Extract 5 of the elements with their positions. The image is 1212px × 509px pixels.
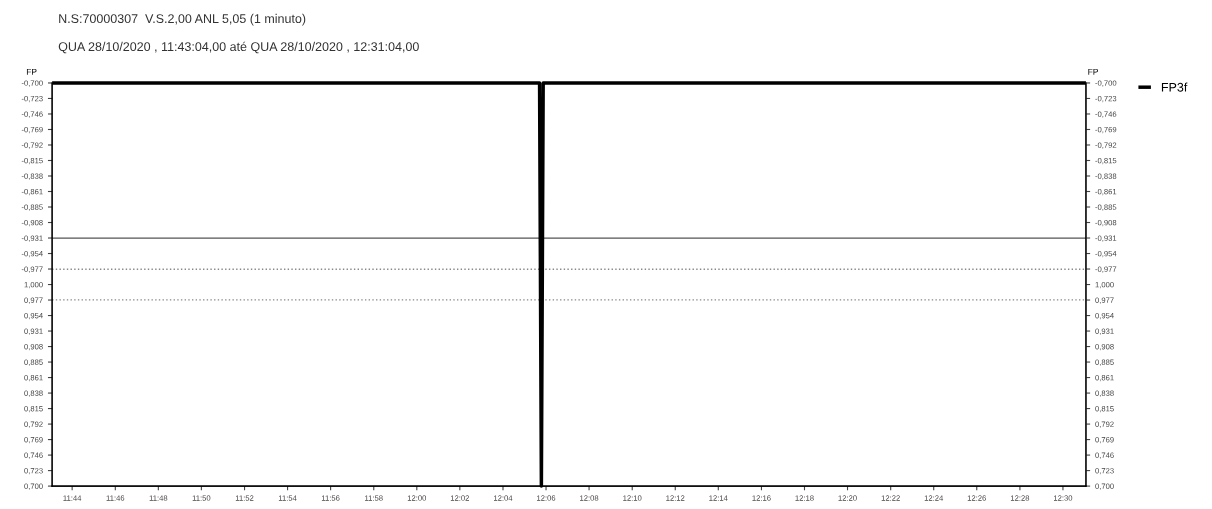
y-axis-title: FP <box>26 68 37 75</box>
legend-label: FP3f <box>1161 82 1188 92</box>
chart-subtitle: QUA 28/10/2020 , 11:43:04,00 até QUA 28/10/2020 , 12:31:04,00 <box>58 41 419 54</box>
y2-axis-title: FP <box>1088 68 1098 75</box>
chart-title: N.S:70000307 V.S.2,00 ANL 5,05 (1 minuto) <box>59 13 306 26</box>
